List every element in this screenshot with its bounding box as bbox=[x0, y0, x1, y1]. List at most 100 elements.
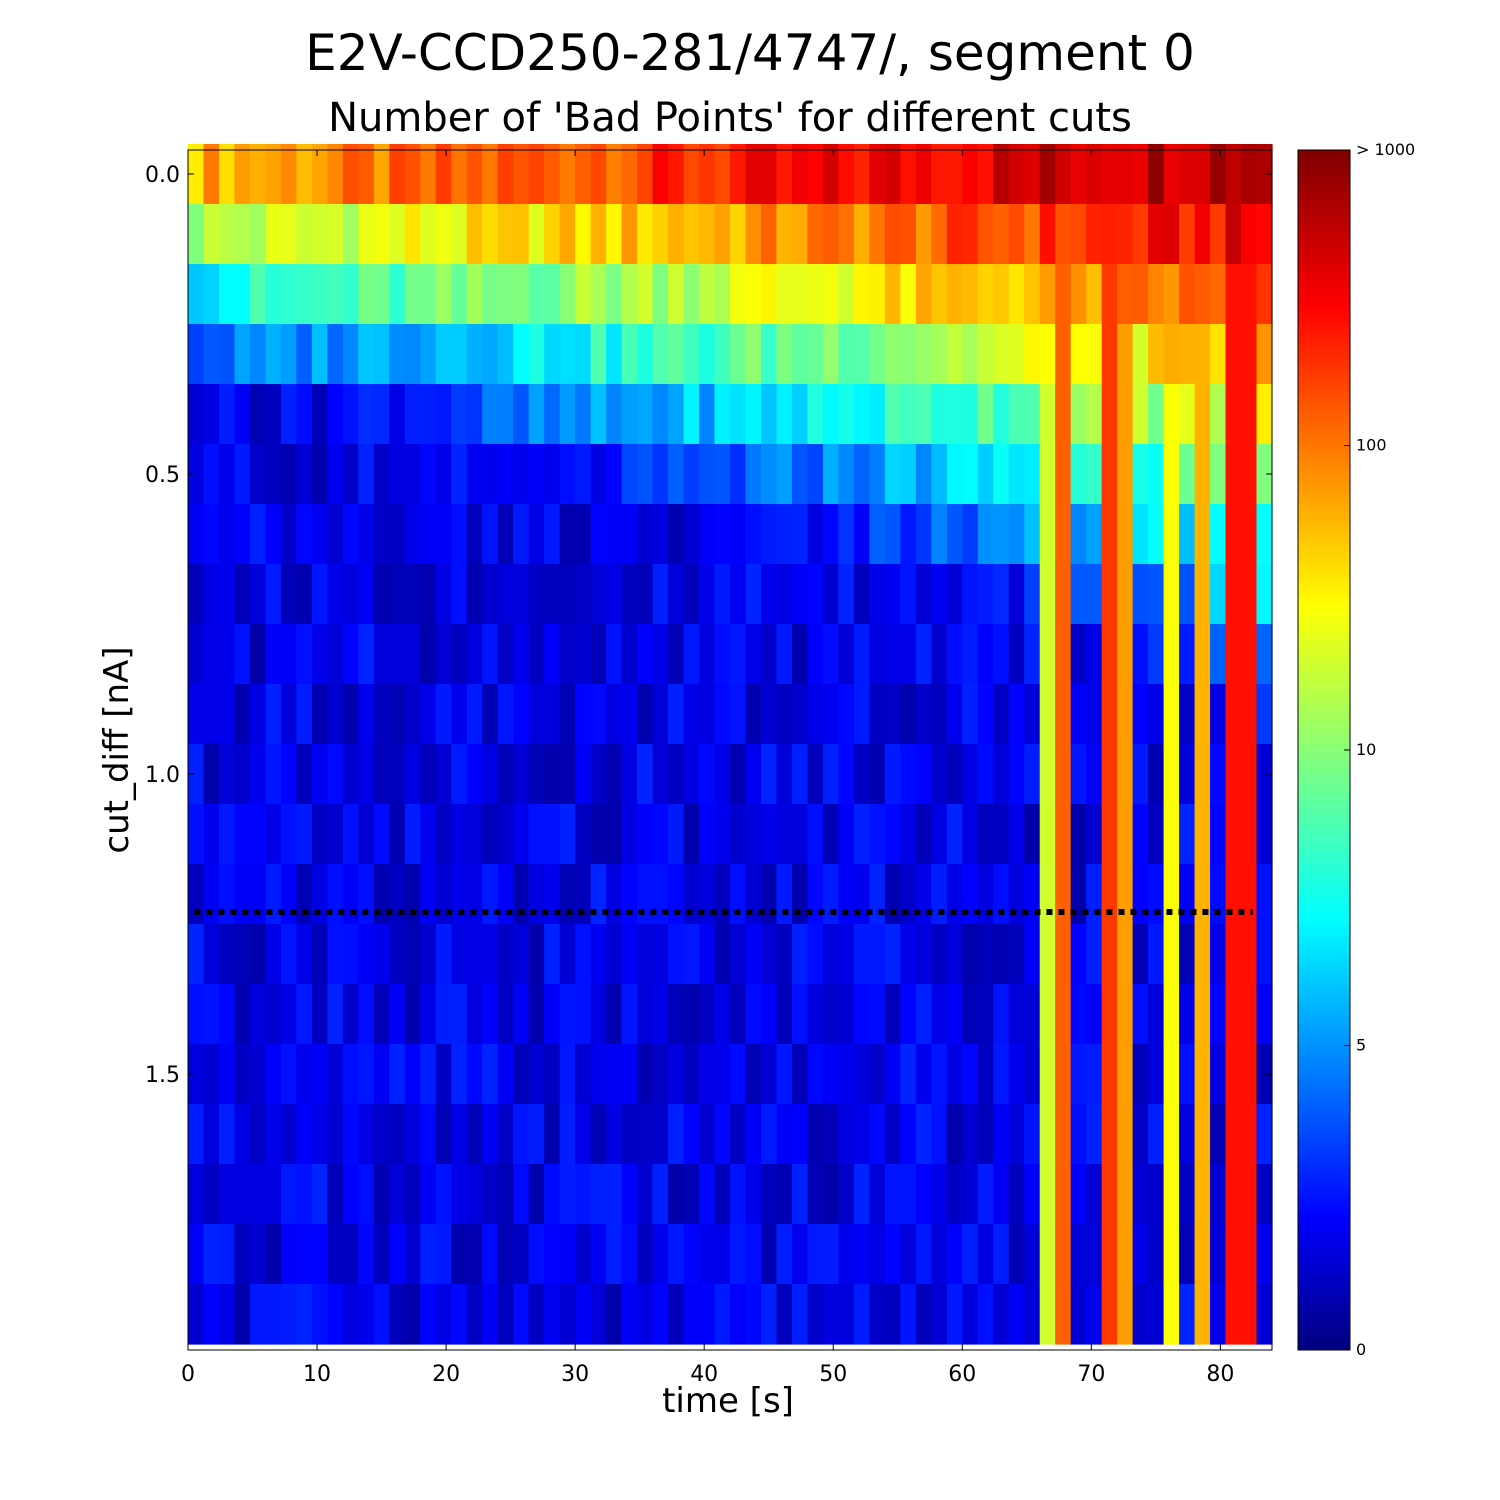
heatmap-cell bbox=[1086, 684, 1103, 745]
heatmap-cell bbox=[1070, 144, 1087, 205]
heatmap-cell bbox=[234, 1104, 251, 1165]
heatmap-cell bbox=[497, 564, 514, 625]
heatmap-cell bbox=[466, 144, 483, 205]
heatmap-cell bbox=[776, 144, 793, 205]
heatmap-cell bbox=[1241, 564, 1258, 625]
heatmap-cell bbox=[1148, 204, 1165, 265]
heatmap-cell bbox=[296, 264, 313, 325]
heatmap-cell bbox=[296, 744, 313, 805]
heatmap-cell bbox=[822, 384, 839, 445]
heatmap-cell bbox=[188, 624, 205, 685]
heatmap-cell bbox=[482, 264, 499, 325]
heatmap-cell bbox=[404, 1224, 421, 1285]
heatmap-cell bbox=[962, 1224, 979, 1285]
heatmap-cell bbox=[373, 804, 390, 865]
heatmap-cell bbox=[203, 684, 220, 745]
heatmap-cell bbox=[1070, 1284, 1087, 1345]
heatmap-cell bbox=[931, 684, 948, 745]
heatmap-cell bbox=[1117, 1224, 1134, 1285]
heatmap-cell bbox=[249, 264, 267, 325]
heatmap-cell bbox=[1070, 384, 1087, 445]
heatmap-cell bbox=[884, 1104, 901, 1165]
heatmap-cell bbox=[637, 864, 654, 925]
heatmap-cell bbox=[822, 564, 839, 625]
y-tick-label: 0.0 bbox=[145, 163, 180, 188]
heatmap-cell bbox=[853, 564, 870, 625]
heatmap-cell bbox=[234, 804, 251, 865]
heatmap-cell bbox=[296, 864, 313, 925]
heatmap-cell bbox=[234, 684, 251, 745]
heatmap-cell bbox=[760, 324, 778, 385]
heatmap-cell bbox=[1008, 264, 1025, 325]
heatmap-cell bbox=[435, 504, 452, 565]
heatmap-cell bbox=[544, 444, 561, 505]
heatmap-cell bbox=[1055, 684, 1072, 745]
heatmap-cell bbox=[1055, 864, 1072, 925]
heatmap-cell bbox=[745, 264, 762, 325]
heatmap-cell bbox=[1132, 1044, 1149, 1105]
heatmap-cell bbox=[203, 1224, 220, 1285]
heatmap-cell bbox=[203, 924, 220, 985]
heatmap-cell bbox=[838, 144, 855, 205]
heatmap-cell bbox=[1163, 684, 1180, 745]
heatmap-cell bbox=[327, 384, 344, 445]
heatmap-cell bbox=[420, 1164, 437, 1225]
heatmap-cell bbox=[497, 924, 514, 985]
heatmap-cell bbox=[1024, 1044, 1041, 1105]
heatmap-cell bbox=[482, 384, 499, 445]
heatmap-cell bbox=[404, 804, 421, 865]
heatmap-cell bbox=[668, 1284, 685, 1345]
heatmap-cell bbox=[373, 1044, 390, 1105]
heatmap-cell bbox=[1055, 144, 1072, 205]
heatmap-cell bbox=[420, 684, 437, 745]
heatmap-cell bbox=[1163, 1044, 1180, 1105]
heatmap-cell bbox=[1148, 1044, 1165, 1105]
heatmap-cell bbox=[1241, 864, 1258, 925]
heatmap-cell bbox=[977, 984, 994, 1045]
heatmap-cell bbox=[296, 1224, 313, 1285]
heatmap-cell bbox=[807, 804, 824, 865]
heatmap-cell bbox=[280, 1284, 297, 1345]
heatmap-cell bbox=[900, 324, 917, 385]
heatmap-cell bbox=[1179, 504, 1196, 565]
heatmap-cell bbox=[590, 864, 607, 925]
heatmap-cell bbox=[760, 684, 778, 745]
heatmap-cell bbox=[946, 1104, 963, 1165]
heatmap-cell bbox=[791, 204, 809, 265]
heatmap-cell bbox=[296, 1044, 313, 1105]
heatmap-cell bbox=[714, 744, 731, 805]
heatmap-cell bbox=[234, 144, 251, 205]
heatmap-cell bbox=[822, 324, 839, 385]
heatmap-cell bbox=[699, 264, 716, 325]
heatmap-cell bbox=[1070, 444, 1087, 505]
heatmap-cell bbox=[977, 144, 994, 205]
heatmap-cell bbox=[1256, 204, 1273, 265]
heatmap-cell bbox=[513, 564, 530, 625]
heatmap-cell bbox=[869, 1104, 886, 1165]
heatmap-cell bbox=[668, 1104, 685, 1165]
heatmap-cell bbox=[1101, 564, 1118, 625]
heatmap-cell bbox=[977, 864, 994, 925]
heatmap-cell bbox=[249, 864, 267, 925]
heatmap-cell bbox=[1179, 1284, 1196, 1345]
heatmap-cell bbox=[1117, 144, 1134, 205]
heatmap-cell bbox=[931, 924, 948, 985]
heatmap-cell bbox=[544, 984, 561, 1045]
heatmap-cell bbox=[188, 744, 205, 805]
heatmap-cell bbox=[1241, 684, 1258, 745]
heatmap-cell bbox=[1256, 864, 1273, 925]
heatmap-cell bbox=[977, 1044, 994, 1105]
heatmap-cell bbox=[327, 564, 344, 625]
heatmap-cell bbox=[1024, 264, 1041, 325]
heatmap-cell bbox=[838, 684, 855, 745]
heatmap-cell bbox=[915, 1284, 932, 1345]
heatmap-cell bbox=[482, 504, 499, 565]
heatmap-cell bbox=[915, 1104, 932, 1165]
heatmap-cell bbox=[296, 624, 313, 685]
heatmap-cell bbox=[668, 204, 685, 265]
heatmap-cell bbox=[993, 444, 1010, 505]
heatmap-cell bbox=[993, 504, 1010, 565]
heatmap-cell bbox=[1039, 504, 1056, 565]
heatmap-cell bbox=[435, 144, 452, 205]
